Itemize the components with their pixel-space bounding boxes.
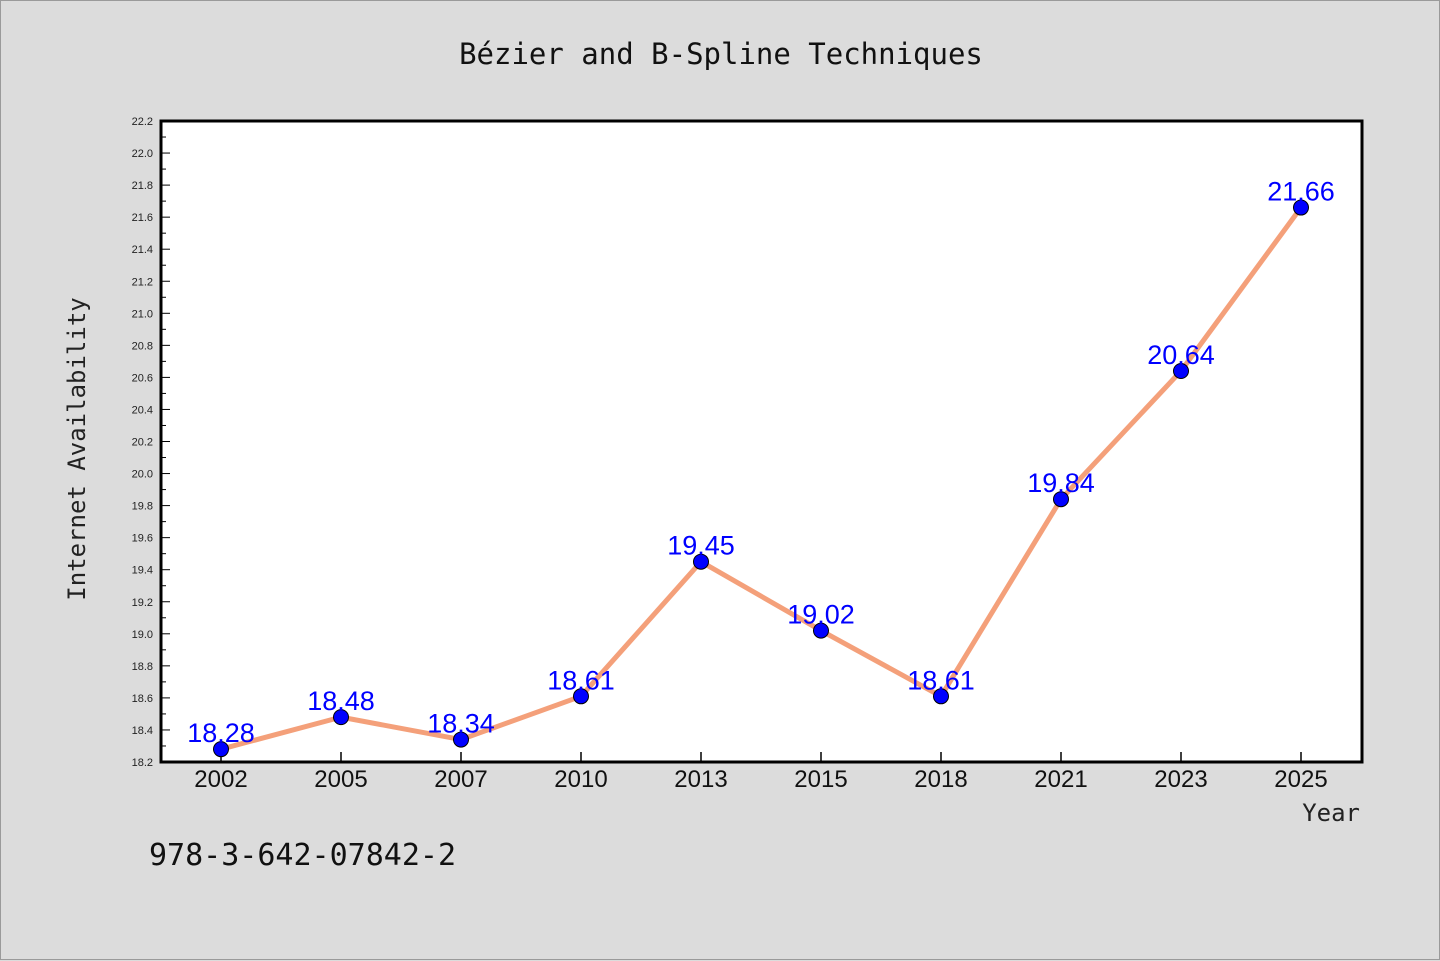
x-axis-label: Year [1302,799,1360,827]
x-tick-label: 2010 [554,766,607,793]
data-labels: 18.28 18.48 18.34 18.61 19.45 19.02 18.61 19.84… [187,177,1335,749]
data-label: 18.28 [187,718,255,748]
y-tick-label: 21.2 [132,276,153,288]
data-label: 19.45 [667,531,735,561]
data-point [573,688,589,705]
data-point [333,709,349,726]
y-tick-label: 18.2 [132,757,153,769]
y-tick-label: 18.4 [132,725,153,737]
y-tick-label: 18.6 [132,693,153,705]
x-tick-label: 2025 [1274,766,1327,793]
data-point [693,553,709,570]
y-tick-label: 20.4 [132,404,153,416]
x-tick-label: 2005 [314,766,367,793]
x-tick-label: 2018 [914,766,967,793]
data-point [933,688,949,705]
data-point [453,731,469,748]
y-tick-label: 20.0 [132,469,153,481]
x-tick-label: 2023 [1154,766,1207,793]
data-point [1293,199,1309,216]
data-point [1053,491,1069,508]
data-point [213,741,229,758]
y-tick-label: 19.6 [132,533,153,545]
chart-title: Bézier and B-Spline Techniques [459,37,983,71]
y-tick-label: 19.0 [132,629,153,641]
y-tick-label: 19.2 [132,597,153,609]
y-tick-label: 21.6 [132,212,153,224]
y-axis: 18.2 18.4 18.6 18.8 19.0 19.2 19.4 19.6 19.8 20.0… [132,116,170,769]
y-axis-label: Internet Availability [63,297,91,600]
x-axis: 2002 2005 2007 2010 2013 2015 2018 2021 2023 2025 [194,752,1328,793]
y-tick-label: 21.4 [132,244,153,256]
y-tick-label: 18.8 [132,661,153,673]
plot-area [159,119,1364,764]
y-tick-label: 19.8 [132,501,153,513]
data-label: 19.02 [787,600,855,630]
data-label: 20.64 [1147,340,1215,370]
x-tick-label: 2015 [794,766,847,793]
y-tick-label: 20.6 [132,372,153,384]
data-label: 18.34 [427,709,495,739]
y-tick-label: 20.2 [132,437,153,449]
data-label: 19.84 [1027,468,1095,498]
x-tick-label: 2007 [434,766,487,793]
data-label: 18.61 [547,665,615,695]
y-tick-label: 20.8 [132,340,153,352]
x-tick-label: 2013 [674,766,727,793]
x-tick-label: 2021 [1034,766,1087,793]
x-tick-label: 2002 [194,766,247,793]
y-tick-label: 22.0 [132,148,153,160]
y-tick-label: 21.0 [132,308,153,320]
isbn-text: 978-3-642-07842-2 [149,838,456,873]
data-point [813,622,829,639]
data-point [1173,362,1189,379]
data-label: 18.61 [907,665,975,695]
y-tick-label: 19.4 [132,565,153,577]
y-tick-label: 22.2 [132,116,153,128]
series-group [213,199,1309,758]
data-label: 21.66 [1267,177,1335,207]
data-label: 18.48 [307,686,375,716]
y-tick-label: 21.8 [132,180,153,192]
series-line [218,205,1304,752]
